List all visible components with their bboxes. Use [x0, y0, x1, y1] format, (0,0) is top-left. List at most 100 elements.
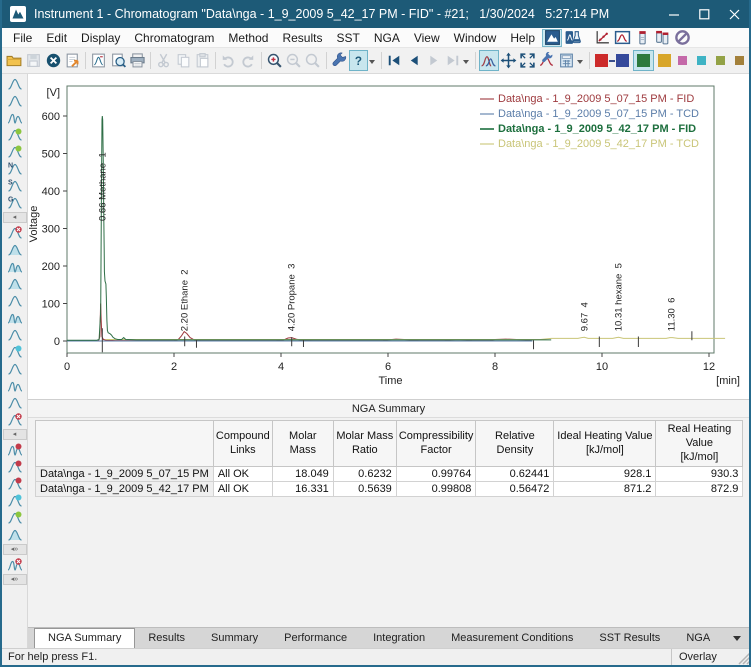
- negative-peak-tool-icon[interactable]: N: [3, 160, 27, 177]
- fill-peaks-tool-icon[interactable]: [3, 258, 27, 275]
- properties-button[interactable]: [329, 50, 348, 71]
- menu-file[interactable]: File: [13, 30, 33, 45]
- next-chromatogram-button[interactable]: [424, 50, 443, 71]
- menu-nga[interactable]: NGA: [373, 30, 400, 45]
- peak-baseline-tool-icon[interactable]: [3, 75, 27, 92]
- fill-peak-tool-icon[interactable]: [3, 241, 27, 258]
- first-chromatogram-button[interactable]: [385, 50, 404, 71]
- menu-view[interactable]: View: [413, 30, 440, 45]
- split-peak-tool-icon[interactable]: [3, 309, 27, 326]
- table-row[interactable]: Data\nga - 1_9_2009 5_42_17 PM All OK 16.3…: [35, 481, 744, 498]
- pan-button[interactable]: [499, 50, 518, 71]
- overlay-mode-button[interactable]: [479, 50, 499, 71]
- double-wave-tool-icon[interactable]: [3, 377, 27, 394]
- zoom-in-button[interactable]: [265, 50, 284, 71]
- paste-button[interactable]: [193, 50, 212, 71]
- help-dropdown[interactable]: [369, 59, 376, 67]
- table-row[interactable]: Data\nga - 1_9_2009 5_07_15 PM All OK 18.0…: [35, 466, 744, 483]
- save-button[interactable]: [24, 50, 43, 71]
- zoom-reset-button[interactable]: [303, 50, 322, 71]
- chromatogram-panel[interactable]: 0 100 200 300 400 500 600 0 2 4 6 8 10 12 [V] Voltage Ti…: [28, 74, 749, 400]
- allow-crossing-tool-icon[interactable]: [3, 143, 27, 160]
- tab-summary[interactable]: Summary: [211, 632, 259, 644]
- sidebar-scroll-arrow[interactable]: ◂: [2, 429, 27, 440]
- trace-color-brown-swatch[interactable]: [734, 56, 744, 65]
- minimize-button[interactable]: [659, 0, 689, 28]
- sidebar-scroll-arrow[interactable]: ◂: [2, 212, 27, 223]
- calibration-icon[interactable]: [592, 29, 612, 47]
- sidebar-expand-arrows[interactable]: ◂»: [2, 574, 27, 585]
- menu-chromatogram[interactable]: Chromatogram: [134, 30, 215, 45]
- single-analysis-icon[interactable]: [562, 29, 582, 47]
- tab-integration[interactable]: Integration: [373, 632, 426, 644]
- peaks-together-tool-icon[interactable]: [3, 109, 27, 126]
- maximize-button[interactable]: [689, 0, 719, 28]
- trace-color-cyan-swatch[interactable]: [696, 56, 706, 65]
- menu-results[interactable]: Results: [282, 30, 323, 45]
- trace-color-gold-swatch[interactable]: [657, 54, 671, 67]
- table-dropdown[interactable]: [576, 59, 583, 67]
- tab-performance[interactable]: Performance: [284, 632, 348, 644]
- zoom-out-button[interactable]: [284, 50, 303, 71]
- last-chromatogram-button[interactable]: [443, 50, 462, 71]
- tailing-peak-tool-icon[interactable]: [3, 275, 27, 292]
- valley-to-valley-tool-icon[interactable]: [3, 126, 27, 143]
- reject-curve-tool-icon[interactable]: [3, 411, 27, 428]
- sequence-icon[interactable]: [652, 29, 672, 47]
- navigation-dropdown[interactable]: [463, 59, 470, 67]
- contract-peaks-tool-icon[interactable]: [3, 343, 27, 360]
- fit-to-window-button[interactable]: [518, 50, 537, 71]
- help-button[interactable]: ?: [348, 50, 369, 71]
- valley-curve-tool-icon[interactable]: [3, 394, 27, 411]
- accept-curve-tool-icon[interactable]: [3, 509, 27, 526]
- menu-display[interactable]: Display: [81, 30, 121, 45]
- abort-icon[interactable]: [672, 29, 692, 47]
- cut-curve-tool-icon[interactable]: [3, 475, 27, 492]
- menu-method[interactable]: Method: [228, 30, 269, 45]
- print-button[interactable]: [128, 50, 147, 71]
- trace-color-magenta-swatch[interactable]: [677, 56, 687, 65]
- print-preview-button[interactable]: [109, 50, 128, 71]
- smooth-curve-tool-icon[interactable]: [3, 360, 27, 377]
- shift-curve-tool-icon[interactable]: [3, 492, 27, 509]
- result-table-button[interactable]: [557, 50, 576, 71]
- overlay-compare-tool-icon[interactable]: [3, 556, 27, 573]
- chromatogram-file-button[interactable]: [89, 50, 108, 71]
- peak-start-end-tool-icon[interactable]: [3, 92, 27, 109]
- chromatogram-chart[interactable]: 0 100 200 300 400 500 600 0 2 4 6 8 10 12 [V] Voltage Ti…: [28, 74, 751, 400]
- align-peaks-tool-icon[interactable]: [3, 458, 27, 475]
- compare-chromatograms-tool-icon[interactable]: [3, 441, 27, 458]
- menu-sst[interactable]: SST: [336, 30, 360, 45]
- graph-properties-button[interactable]: [537, 50, 556, 71]
- previous-chromatogram-button[interactable]: [404, 50, 423, 71]
- group-peaks-tool-icon[interactable]: G: [3, 194, 27, 211]
- open-chromatogram-button[interactable]: [5, 50, 24, 71]
- trace-color-green-swatch[interactable]: [636, 54, 650, 67]
- close-chromatogram-button[interactable]: [44, 50, 63, 71]
- trace-color-olive-swatch[interactable]: [715, 56, 725, 65]
- tab-nga[interactable]: NGA: [686, 632, 711, 644]
- filled-peak-tool-icon[interactable]: [3, 526, 27, 543]
- undo-button[interactable]: [219, 50, 238, 71]
- menu-window[interactable]: Window: [453, 30, 497, 45]
- resize-grip[interactable]: [735, 649, 749, 665]
- close-button[interactable]: [719, 0, 749, 28]
- tab-nga-summary[interactable]: NGA Summary: [34, 628, 136, 648]
- trace-color-red-swatch[interactable]: [594, 54, 608, 67]
- sidebar-expand-arrows[interactable]: ◂»: [2, 544, 27, 555]
- export-button[interactable]: [63, 50, 82, 71]
- cut-button[interactable]: [154, 50, 173, 71]
- fronting-peak-tool-icon[interactable]: [3, 292, 27, 309]
- chromatogram-window-icon[interactable]: [612, 29, 632, 47]
- baseline-wave-tool-icon[interactable]: [3, 326, 27, 343]
- instrument-icon[interactable]: [542, 28, 562, 47]
- menu-edit[interactable]: Edit: [46, 30, 68, 45]
- reject-peak-tool-icon[interactable]: [3, 224, 27, 241]
- menu-help[interactable]: Help: [510, 30, 535, 45]
- trace-color-blue-swatch[interactable]: [615, 54, 629, 67]
- tab-results[interactable]: Results: [148, 632, 186, 644]
- tab-measurement-conditions[interactable]: Measurement Conditions: [451, 632, 574, 644]
- device-monitoring-icon[interactable]: [632, 29, 652, 47]
- tab-sst-results[interactable]: SST Results: [599, 632, 661, 644]
- tab-list-dropdown-icon[interactable]: [733, 636, 741, 645]
